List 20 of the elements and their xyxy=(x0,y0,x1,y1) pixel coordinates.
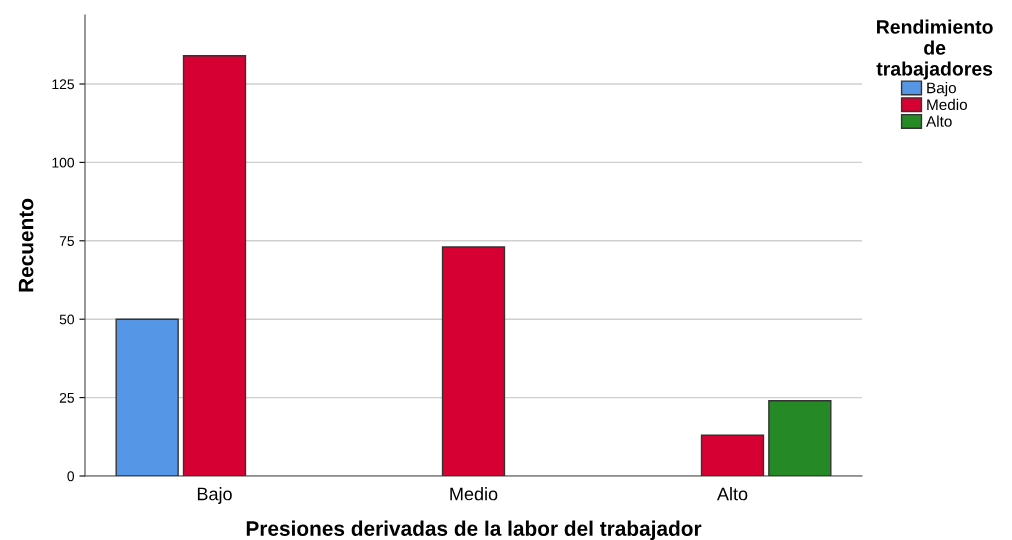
bar xyxy=(182,55,247,476)
y-tick-label: 100 xyxy=(52,157,75,168)
legend-title: Rendimiento de trabajadores xyxy=(876,19,993,80)
legend-label: Medio xyxy=(927,98,968,111)
bar xyxy=(441,246,506,476)
x-tick-label: Alto xyxy=(716,487,748,501)
y-tick-label: 0 xyxy=(67,471,75,482)
y-tick-label: 125 xyxy=(52,79,74,90)
bar xyxy=(700,434,765,476)
x-tick-label: Bajo xyxy=(197,487,232,504)
y-tick-label: 25 xyxy=(59,392,74,403)
bar xyxy=(115,318,179,476)
bar xyxy=(768,400,832,476)
x-axis-title: Presiones derivadas de la labor del trabajador xyxy=(246,520,702,540)
y-tick-label: 75 xyxy=(59,236,74,246)
legend-label: Alto xyxy=(926,115,952,127)
y-axis-title: Recuento xyxy=(18,198,34,292)
x-tick-label: Medio xyxy=(450,487,498,501)
y-tick-label: 50 xyxy=(59,314,75,325)
legend-label: Bajo xyxy=(927,82,956,97)
